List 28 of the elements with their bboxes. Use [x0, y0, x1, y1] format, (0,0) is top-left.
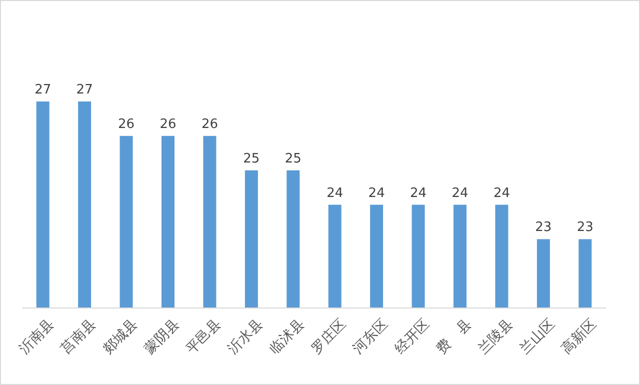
data-label: 26: [118, 116, 135, 132]
x-tick-label: 兰陵县: [475, 316, 516, 358]
x-tick-label: 平邑县: [183, 316, 224, 358]
x-tick-label: 蒙阴县: [142, 316, 183, 358]
x-tick-label: 郯城县: [100, 316, 141, 358]
data-label: 24: [368, 186, 385, 201]
data-label: 24: [493, 186, 510, 201]
x-tick-label: 临沭县: [266, 316, 308, 358]
x-tick-label: 沂水县: [225, 316, 266, 358]
data-label: 24: [452, 186, 468, 201]
x-tick-label: 沂南县: [16, 316, 58, 358]
data-label: 26: [160, 116, 176, 132]
x-tick-label: 兰山区: [517, 316, 558, 358]
x-tick-label: 高新区: [558, 316, 600, 358]
data-label: 24: [326, 186, 344, 201]
data-label: 27: [34, 82, 52, 98]
data-label: 24: [410, 186, 427, 201]
x-tick-label: 费 县: [434, 316, 475, 358]
data-label: 25: [243, 151, 260, 166]
x-tick-label: 经开区: [392, 316, 433, 358]
x-tick-label: 河东区: [350, 316, 392, 358]
x-tick-label: 莒南县: [58, 316, 100, 358]
x-tick-label: 罗庄区: [308, 316, 350, 358]
data-label: 26: [201, 116, 218, 132]
data-label: 23: [576, 220, 594, 236]
data-label: 25: [284, 151, 302, 166]
data-label: 23: [535, 220, 552, 236]
data-label: 27: [76, 82, 93, 98]
